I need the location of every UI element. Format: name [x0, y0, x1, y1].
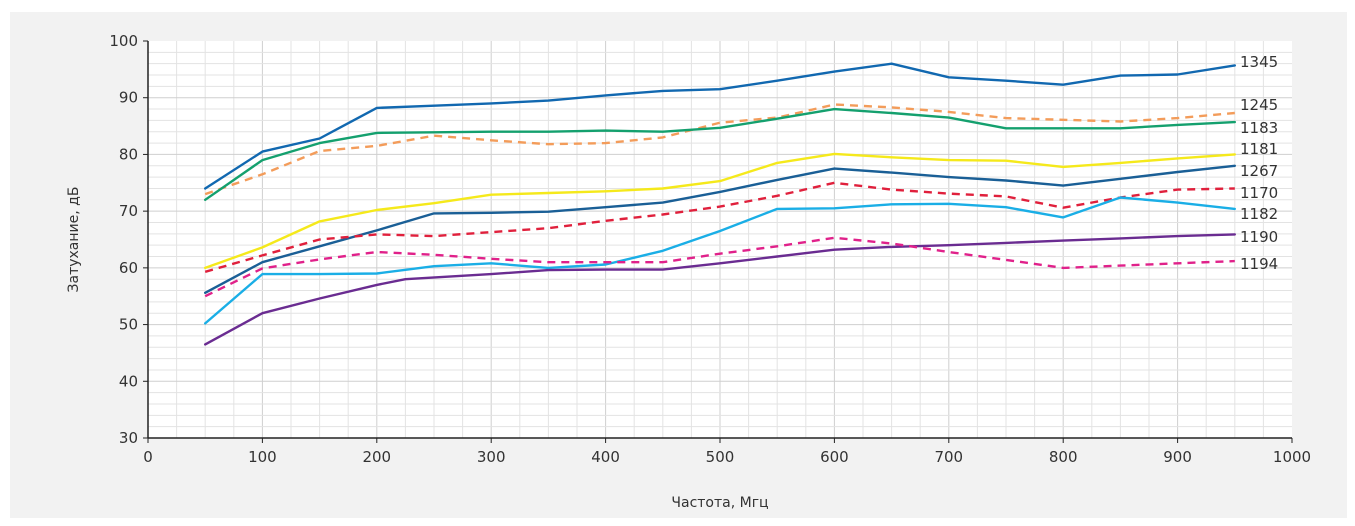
- series-label-1182: 1182: [1240, 205, 1278, 223]
- y-tick-label: 50: [119, 316, 138, 334]
- axes: 0 100 200 300 400 500 600 700 800 900 1000 30 40 50 60…: [109, 32, 1311, 466]
- series-labels: 1345 1245 1183 1181 1267 1170 1182 1190 1194: [1240, 53, 1278, 273]
- series-line-1190: [203, 233, 1237, 346]
- series-label-1190: 1190: [1240, 228, 1278, 246]
- y-tick-label: 30: [119, 429, 138, 447]
- x-tick-label: 900: [1163, 448, 1192, 466]
- y-axis-title: Затухание, дБ: [66, 187, 82, 293]
- series-label-1181: 1181: [1240, 140, 1278, 158]
- x-tick-label: 0: [143, 448, 153, 466]
- x-tick-label: 200: [362, 448, 391, 466]
- y-tick-label: 100: [109, 32, 138, 50]
- series-label-1194: 1194: [1240, 255, 1278, 273]
- series-label-1245: 1245: [1240, 96, 1278, 114]
- x-tick-label: 500: [706, 448, 735, 466]
- series-label-1267: 1267: [1240, 162, 1278, 180]
- series-lines: [203, 62, 1237, 346]
- y-tick-label: 40: [119, 372, 138, 390]
- series-label-1183: 1183: [1240, 119, 1278, 137]
- series-line-1183: [203, 107, 1237, 202]
- x-tick-label: 700: [934, 448, 963, 466]
- x-tick-label: 800: [1049, 448, 1078, 466]
- series-label-1345: 1345: [1240, 53, 1278, 71]
- x-tick-label: 400: [591, 448, 620, 466]
- y-tick-label: 70: [119, 202, 138, 220]
- series-line-1170: [204, 181, 1235, 273]
- y-tick-label: 80: [119, 145, 138, 163]
- series-line-1245: [204, 103, 1235, 196]
- series-line-1182: [203, 196, 1237, 325]
- x-tick-label: 600: [820, 448, 849, 466]
- x-tick-label: 300: [477, 448, 506, 466]
- x-tick-label: 1000: [1273, 448, 1311, 466]
- series-line-1181: [203, 152, 1237, 270]
- y-tick-label: 90: [119, 89, 138, 107]
- x-axis-title: Частота, Мгц: [671, 495, 768, 511]
- series-line-1345: [203, 62, 1237, 190]
- series-line-1267: [203, 164, 1237, 294]
- series-label-1170: 1170: [1240, 184, 1278, 202]
- series-line-1194: [204, 236, 1235, 298]
- x-tick-label: 100: [248, 448, 277, 466]
- y-tick-label: 60: [119, 259, 138, 277]
